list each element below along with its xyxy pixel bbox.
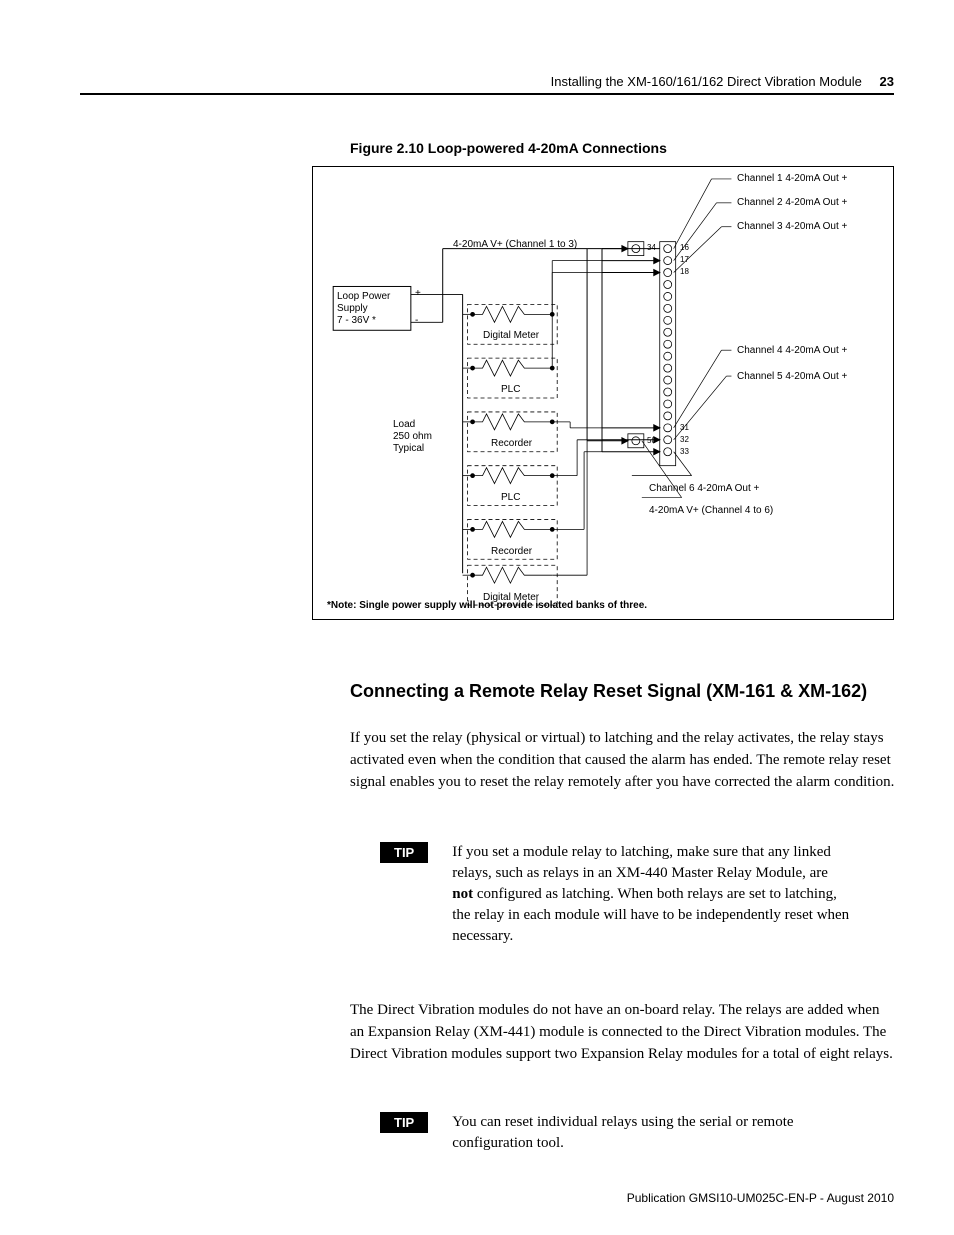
label-vplus-1-3: 4-20mA V+ (Channel 1 to 3) xyxy=(453,239,577,251)
figure-caption: Figure 2.10 Loop-powered 4-20mA Connecti… xyxy=(350,140,667,156)
section-heading: Connecting a Remote Relay Reset Signal (… xyxy=(350,681,867,702)
tip1-post: configured as latching. When both relays… xyxy=(452,886,849,944)
label-ch6: Channel 6 4-20mA Out + xyxy=(649,483,759,495)
label-vplus-4-6: 4-20mA V+ (Channel 4 to 6) xyxy=(649,505,773,517)
label-plc2: PLC xyxy=(501,492,520,504)
label-plus: + xyxy=(415,288,421,300)
term-34: 34 xyxy=(647,243,656,253)
para-1: If you set the relay (physical or virtua… xyxy=(350,728,895,793)
tip1-pre: If you set a module relay to latching, m… xyxy=(452,844,831,881)
label-rec2: Recorder xyxy=(491,546,532,558)
label-minus: - xyxy=(415,315,418,327)
label-rec1: Recorder xyxy=(491,438,532,450)
page-number: 23 xyxy=(880,74,894,89)
page-header: Installing the XM-160/161/162 Direct Vib… xyxy=(80,74,894,95)
term-18: 18 xyxy=(680,267,689,277)
publication-footer: Publication GMSI10-UM025C-EN-P - August … xyxy=(627,1191,894,1205)
tip-badge-2: TIP xyxy=(380,1112,428,1133)
label-load: Load 250 ohm Typical xyxy=(393,419,432,455)
tip-block-2: TIP You can reset individual relays usin… xyxy=(380,1112,895,1154)
term-31: 31 xyxy=(680,423,689,433)
label-ch3: Channel 3 4-20mA Out + xyxy=(737,221,847,233)
label-ch4: Channel 4 4-20mA Out + xyxy=(737,345,847,357)
diagram-svg xyxy=(313,167,893,619)
label-loop-power: Loop Power Supply 7 - 36V * xyxy=(337,291,390,327)
term-16: 16 xyxy=(680,243,689,253)
tip1-bold: not xyxy=(452,886,473,902)
tip-text-2: You can reset individual relays using th… xyxy=(452,1112,852,1154)
label-plc1: PLC xyxy=(501,384,520,396)
term-33: 33 xyxy=(680,447,689,457)
tip-text-1: If you set a module relay to latching, m… xyxy=(452,842,852,947)
term-50: 50 xyxy=(647,436,656,446)
term-32: 32 xyxy=(680,435,689,445)
label-ch2: Channel 2 4-20mA Out + xyxy=(737,197,847,209)
tip-badge-1: TIP xyxy=(380,842,428,863)
para-2: The Direct Vibration modules do not have… xyxy=(350,1000,895,1065)
label-dm1: Digital Meter xyxy=(483,330,539,342)
figure-footnote: *Note: Single power supply will not prov… xyxy=(327,600,647,611)
header-section-title: Installing the XM-160/161/162 Direct Vib… xyxy=(551,74,862,89)
term-17: 17 xyxy=(680,255,689,265)
tip-block-1: TIP If you set a module relay to latchin… xyxy=(380,842,895,947)
label-ch5: Channel 5 4-20mA Out + xyxy=(737,371,847,383)
label-ch1: Channel 1 4-20mA Out + xyxy=(737,173,847,185)
wiring-diagram: Channel 1 4-20mA Out + Channel 2 4-20mA … xyxy=(312,166,894,620)
